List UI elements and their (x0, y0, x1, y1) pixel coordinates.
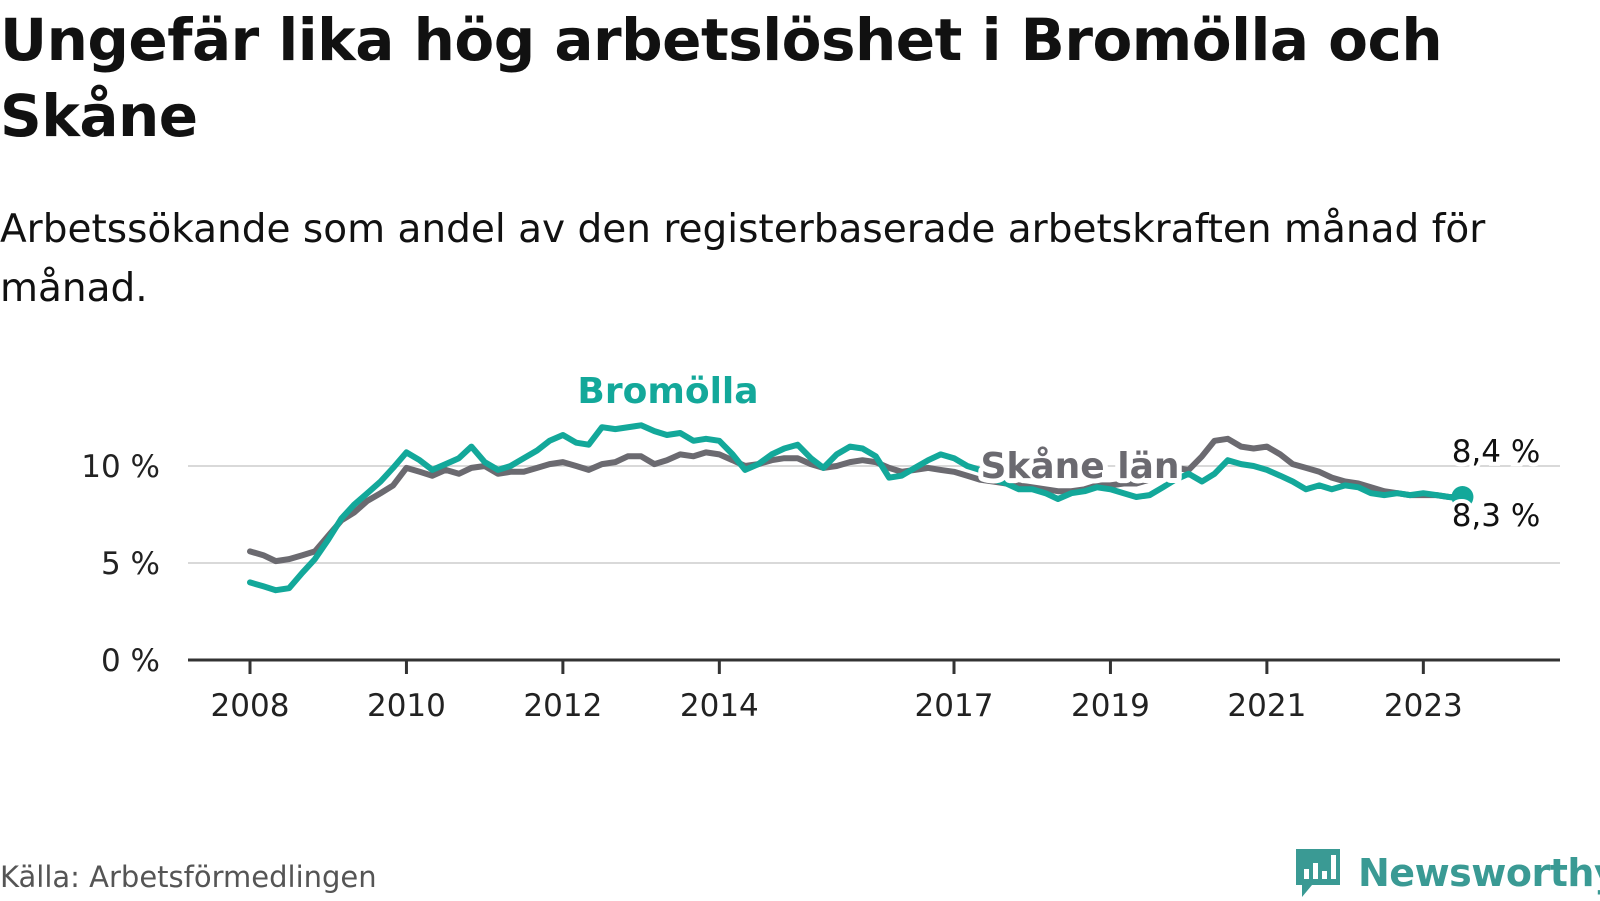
gridlines (188, 465, 1560, 564)
source-note: Källa: Arbetsförmedlingen (0, 860, 377, 894)
end-value-label-skane: 8,4 % (1452, 434, 1541, 470)
x-tick-label: 2012 (523, 688, 602, 724)
x-axis-ticks: 2008 2010 2012 2014 2017 2019 2021 2023 (188, 658, 1560, 724)
series-lines (247, 422, 1474, 594)
x-tick-label: 2021 (1227, 688, 1306, 724)
y-tick-label: 5 % (101, 546, 160, 582)
chart-title: Ungefär lika hög arbetslöshet i Bromölla… (0, 6, 1443, 150)
y-axis-ticks: 0 % 5 % 10 % (81, 449, 160, 679)
bar-chart-logo-icon (1296, 849, 1340, 897)
x-tick-label: 2023 (1384, 688, 1463, 724)
logo-text: Newsworthy (1358, 851, 1600, 895)
series-line-bromolla (247, 422, 1466, 594)
series-label-bromolla: Bromölla (577, 371, 758, 412)
x-tick-label: 2017 (915, 688, 994, 724)
chart-subtitle: Arbetssökande som andel av den registerb… (0, 207, 1486, 311)
x-tick-label: 2010 (367, 688, 446, 724)
newsworthy-logo: Newsworthy (1292, 845, 1600, 901)
y-tick-label: 10 % (81, 449, 160, 485)
end-value-label-bromolla: 8,3 % (1452, 498, 1541, 534)
y-tick-label: 0 % (101, 643, 160, 679)
series-line-skane (247, 435, 1466, 565)
series-end-marker-bromolla (1451, 485, 1474, 508)
x-tick-label: 2014 (680, 688, 759, 724)
x-tick-label: 2008 (211, 688, 290, 724)
x-tick-label: 2019 (1071, 688, 1150, 724)
series-labels: Bromölla Skåne län 8,4 % 8,3 % (572, 366, 1544, 538)
series-label-skane: Skåne län (980, 446, 1179, 487)
